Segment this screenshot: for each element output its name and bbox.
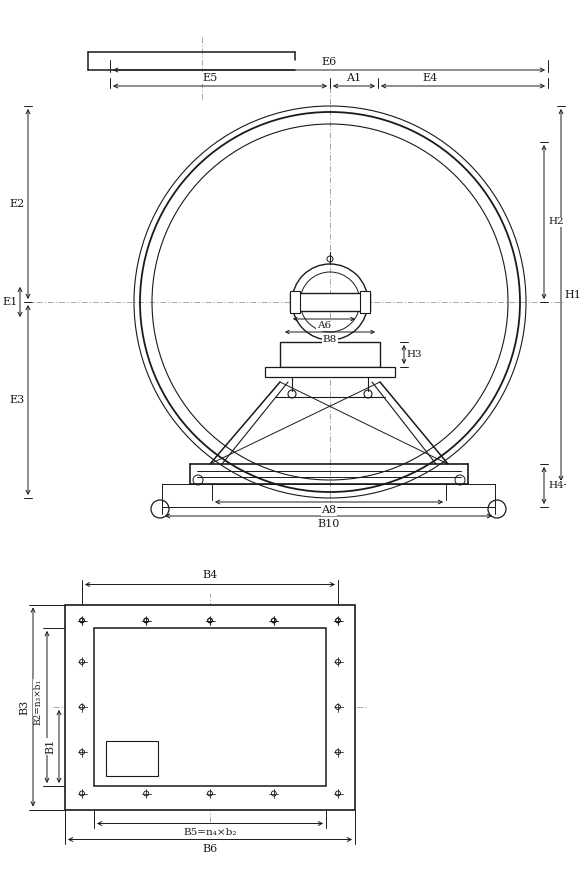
Text: B5=n₄×b₂: B5=n₄×b₂ (183, 828, 237, 837)
Text: E5: E5 (203, 73, 218, 83)
Text: E4: E4 (423, 73, 438, 83)
Text: B6: B6 (203, 843, 218, 854)
Text: B4: B4 (203, 571, 218, 580)
Text: E6: E6 (321, 57, 336, 67)
Text: H2: H2 (548, 218, 564, 227)
Text: A8: A8 (322, 505, 336, 515)
Text: H1: H1 (565, 290, 582, 300)
Text: B2=n₃×b₁: B2=n₃×b₁ (33, 679, 42, 725)
Text: H4: H4 (548, 481, 564, 490)
Bar (290, 293, 370, 311)
Bar (106, 741, 158, 776)
Bar (265, 367, 395, 377)
Text: E1: E1 (2, 297, 18, 307)
Bar (290, 291, 300, 313)
Text: A6: A6 (317, 322, 331, 331)
Text: n₂: n₂ (127, 720, 137, 729)
Text: B10: B10 (318, 519, 340, 529)
Text: B3: B3 (19, 699, 29, 714)
Bar (65, 604, 355, 810)
Bar (280, 342, 380, 367)
Bar (360, 291, 370, 313)
Text: d₂: d₂ (127, 710, 137, 719)
Text: B1: B1 (45, 739, 55, 754)
Text: E3: E3 (9, 395, 25, 405)
Text: E2: E2 (9, 199, 25, 209)
Text: B8: B8 (323, 334, 337, 343)
Bar (94, 628, 326, 786)
Text: A1: A1 (346, 73, 362, 83)
Text: H3: H3 (406, 350, 422, 359)
